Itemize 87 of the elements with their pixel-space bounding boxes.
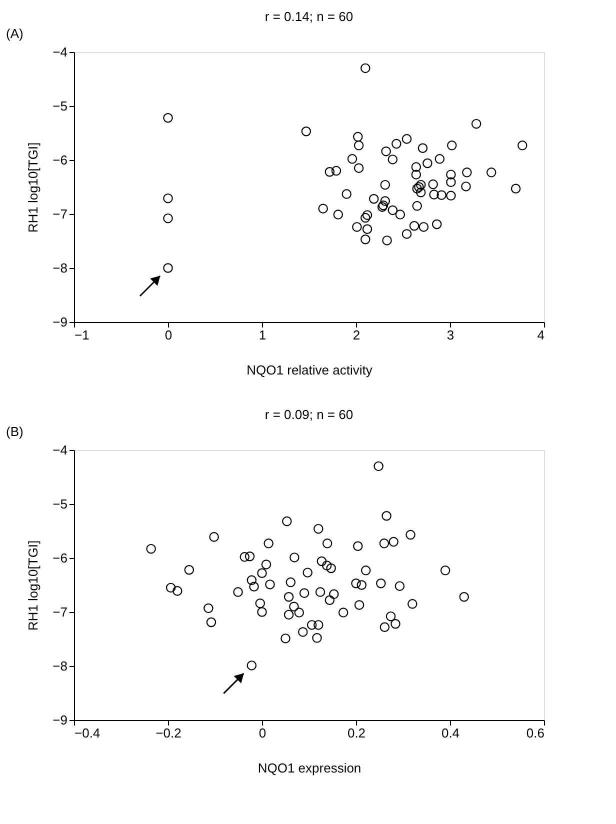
point: [411, 162, 422, 172]
point: [163, 213, 173, 224]
point: [429, 190, 439, 200]
point: [382, 236, 392, 246]
point: [416, 188, 426, 198]
point: [518, 140, 528, 150]
point: [331, 166, 342, 176]
x-tick-label: −0.2: [156, 726, 182, 740]
point: [388, 205, 398, 216]
x-tick-label: 0: [258, 726, 266, 740]
y-axis-title: RH1 log10[TGI]: [26, 142, 41, 233]
point: [416, 180, 426, 190]
point: [324, 167, 335, 177]
point: [395, 210, 406, 220]
point: [462, 168, 472, 178]
point: [347, 154, 358, 164]
y-tick-label: −7: [52, 604, 68, 620]
x-tick-label: −1: [74, 328, 90, 342]
point: [360, 234, 370, 244]
point: [447, 140, 457, 150]
point: [354, 140, 364, 150]
point: [434, 154, 445, 164]
point: [418, 143, 428, 153]
y-axis-title: RH1 log10[TGI]: [26, 540, 41, 631]
point: [342, 189, 352, 199]
point: [301, 126, 312, 136]
y-tick-label: −5: [52, 496, 68, 512]
x-axis-title: NQO1 relative activity: [246, 362, 373, 378]
y-tick-label: −5: [52, 98, 68, 114]
y-tick-label: −8: [52, 260, 68, 276]
chart-title: r = 0.09; n = 60: [264, 407, 354, 422]
y-tick-label: −4: [52, 442, 68, 458]
point: [446, 177, 456, 188]
x-axis-title: NQO1 expression: [258, 760, 362, 776]
point: [163, 113, 173, 123]
point: [362, 210, 372, 220]
y-tick-label: −9: [52, 712, 68, 728]
point: [352, 222, 362, 232]
point: [422, 158, 432, 168]
y-tick-label: −7: [52, 206, 68, 222]
point: [411, 170, 422, 180]
point: [353, 132, 363, 142]
point: [354, 163, 364, 173]
x-tick-label: 2: [352, 328, 360, 342]
y-tick-label: −9: [52, 314, 68, 330]
point: [446, 170, 456, 180]
x-tick-label: 1: [258, 328, 266, 342]
point: [380, 180, 390, 190]
point: [163, 193, 173, 204]
x-tick-label: 0.6: [526, 726, 544, 740]
point: [362, 224, 372, 234]
y-tick-label: −8: [52, 658, 68, 674]
x-tick-label: 0.2: [347, 726, 366, 740]
point: [412, 201, 422, 211]
y-tick-label: −4: [52, 44, 68, 60]
point: [318, 204, 328, 214]
point: [380, 196, 390, 206]
point: [402, 134, 412, 144]
x-tick-label: 3: [446, 328, 454, 342]
x-tick-label: 0.4: [441, 726, 460, 740]
point: [360, 212, 370, 223]
text: (A): [6, 26, 24, 41]
point: [360, 63, 370, 74]
point: [471, 118, 482, 129]
chart-title: r = 0.14; n = 60: [264, 9, 354, 24]
x-tick-label: −0.4: [74, 726, 100, 740]
y-tick-label: −6: [52, 550, 68, 566]
point: [163, 263, 173, 273]
point: [461, 182, 471, 192]
point: [402, 229, 412, 239]
point: [392, 138, 402, 149]
point: [388, 154, 398, 164]
x-tick-label: 4: [537, 328, 544, 342]
point: [486, 168, 496, 178]
x-tick-label: 0: [164, 328, 172, 342]
y-tick-label: −6: [52, 152, 68, 168]
point: [432, 219, 442, 230]
text: (B): [6, 424, 24, 439]
point: [368, 194, 379, 204]
point: [418, 222, 429, 232]
point: [428, 179, 438, 190]
point: [446, 190, 456, 201]
point: [381, 146, 391, 156]
point: [436, 190, 446, 200]
point: [409, 221, 420, 231]
point: [333, 210, 344, 220]
point: [510, 184, 521, 194]
